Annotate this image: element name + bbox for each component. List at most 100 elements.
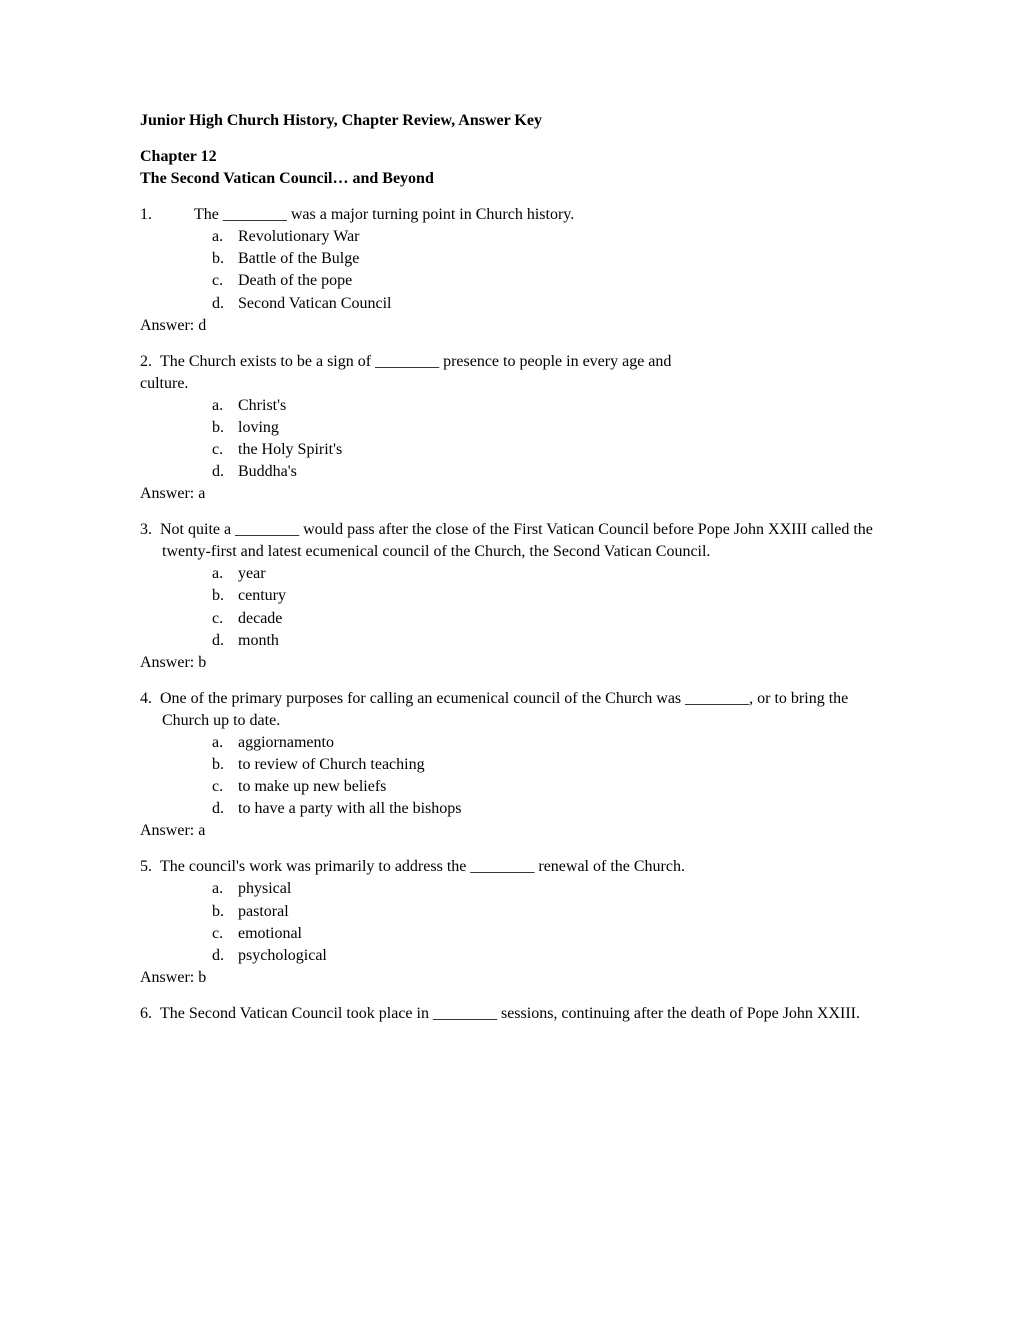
option-letter: a. xyxy=(212,563,238,585)
question-block: 6. The Second Vatican Council took place… xyxy=(140,1003,880,1025)
question-text: The Church exists to be a sign of ______… xyxy=(160,353,671,370)
option-text: to review of Church teaching xyxy=(238,754,880,776)
options-list: a.aggiornamento b.to review of Church te… xyxy=(140,732,880,820)
question-text: The council's work was primarily to addr… xyxy=(160,858,685,875)
option-letter: d. xyxy=(212,461,238,483)
question-number: 2. xyxy=(140,353,152,370)
question-line: 6. The Second Vatican Council took place… xyxy=(140,1003,880,1025)
option-row: a.Christ's xyxy=(212,395,880,417)
question-line: 5. The council's work was primarily to a… xyxy=(140,856,880,878)
option-text: psychological xyxy=(238,945,880,967)
option-text: decade xyxy=(238,608,880,630)
option-text: Buddha's xyxy=(238,461,880,483)
option-row: a.physical xyxy=(212,878,880,900)
option-text: Christ's xyxy=(238,395,880,417)
option-text: aggiornamento xyxy=(238,732,880,754)
option-letter: c. xyxy=(212,270,238,292)
option-row: a.Revolutionary War xyxy=(212,226,880,248)
option-row: a.year xyxy=(212,563,880,585)
question-number: 1. xyxy=(140,204,194,226)
question-line: 3. Not quite a ________ would pass after… xyxy=(140,519,880,563)
option-row: b.loving xyxy=(212,417,880,439)
question-line: 2. The Church exists to be a sign of ___… xyxy=(140,351,880,373)
option-row: b.Battle of the Bulge xyxy=(212,248,880,270)
option-row: c.the Holy Spirit's xyxy=(212,439,880,461)
option-text: century xyxy=(238,585,880,607)
question-block: 2. The Church exists to be a sign of ___… xyxy=(140,351,880,506)
question-block: 3. Not quite a ________ would pass after… xyxy=(140,519,880,674)
question-line: 4. One of the primary purposes for calli… xyxy=(140,688,880,732)
option-letter: d. xyxy=(212,945,238,967)
option-letter: c. xyxy=(212,608,238,630)
option-letter: b. xyxy=(212,417,238,439)
question-block: 1. The ________ was a major turning poin… xyxy=(140,204,880,336)
answer-text: Answer: b xyxy=(140,967,880,989)
option-letter: a. xyxy=(212,878,238,900)
options-list: a.year b.century c.decade d.month xyxy=(140,563,880,651)
option-row: c.to make up new beliefs xyxy=(212,776,880,798)
option-text: Second Vatican Council xyxy=(238,293,880,315)
question-line: 1. The ________ was a major turning poin… xyxy=(140,204,880,226)
option-row: d.to have a party with all the bishops xyxy=(212,798,880,820)
option-row: a.aggiornamento xyxy=(212,732,880,754)
option-row: b.to review of Church teaching xyxy=(212,754,880,776)
chapter-label: Chapter 12 xyxy=(140,146,880,168)
question-number: 5. xyxy=(140,858,152,875)
options-list: a.physical b.pastoral c.emotional d.psyc… xyxy=(140,878,880,966)
option-letter: b. xyxy=(212,585,238,607)
option-text: emotional xyxy=(238,923,880,945)
option-text: Battle of the Bulge xyxy=(238,248,880,270)
option-text: physical xyxy=(238,878,880,900)
answer-text: Answer: d xyxy=(140,315,880,337)
question-block: 5. The council's work was primarily to a… xyxy=(140,856,880,988)
question-number: 3. xyxy=(140,521,152,538)
options-list: a.Christ's b.loving c.the Holy Spirit's … xyxy=(140,395,880,483)
option-row: c.decade xyxy=(212,608,880,630)
option-row: c.emotional xyxy=(212,923,880,945)
option-letter: b. xyxy=(212,754,238,776)
option-text: pastoral xyxy=(238,901,880,923)
chapter-title: The Second Vatican Council… and Beyond xyxy=(140,168,880,190)
option-row: c.Death of the pope xyxy=(212,270,880,292)
option-row: b.century xyxy=(212,585,880,607)
option-text: to have a party with all the bishops xyxy=(238,798,880,820)
question-text-cont: culture. xyxy=(140,373,880,395)
option-row: d.month xyxy=(212,630,880,652)
question-text: One of the primary purposes for calling … xyxy=(160,690,848,729)
answer-text: Answer: a xyxy=(140,483,880,505)
document-page: Junior High Church History, Chapter Revi… xyxy=(0,0,1020,1025)
option-text: Death of the pope xyxy=(238,270,880,292)
option-text: to make up new beliefs xyxy=(238,776,880,798)
question-text: The ________ was a major turning point i… xyxy=(194,204,880,226)
option-letter: d. xyxy=(212,293,238,315)
option-letter: b. xyxy=(212,248,238,270)
doc-title: Junior High Church History, Chapter Revi… xyxy=(140,110,880,132)
option-letter: c. xyxy=(212,776,238,798)
option-text: the Holy Spirit's xyxy=(238,439,880,461)
question-text: Not quite a ________ would pass after th… xyxy=(160,521,873,560)
option-letter: a. xyxy=(212,732,238,754)
answer-text: Answer: b xyxy=(140,652,880,674)
question-text: The Second Vatican Council took place in… xyxy=(160,1005,860,1022)
option-letter: d. xyxy=(212,630,238,652)
option-letter: c. xyxy=(212,923,238,945)
option-letter: c. xyxy=(212,439,238,461)
option-text: loving xyxy=(238,417,880,439)
question-number: 4. xyxy=(140,690,152,707)
option-text: Revolutionary War xyxy=(238,226,880,248)
option-row: d.Second Vatican Council xyxy=(212,293,880,315)
option-row: b.pastoral xyxy=(212,901,880,923)
option-letter: a. xyxy=(212,226,238,248)
question-block: 4. One of the primary purposes for calli… xyxy=(140,688,880,843)
option-text: month xyxy=(238,630,880,652)
option-letter: a. xyxy=(212,395,238,417)
option-row: d.Buddha's xyxy=(212,461,880,483)
option-letter: b. xyxy=(212,901,238,923)
option-text: year xyxy=(238,563,880,585)
options-list: a.Revolutionary War b.Battle of the Bulg… xyxy=(140,226,880,314)
option-letter: d. xyxy=(212,798,238,820)
answer-text: Answer: a xyxy=(140,820,880,842)
option-row: d.psychological xyxy=(212,945,880,967)
spacer xyxy=(140,132,880,146)
question-number: 6. xyxy=(140,1005,152,1022)
